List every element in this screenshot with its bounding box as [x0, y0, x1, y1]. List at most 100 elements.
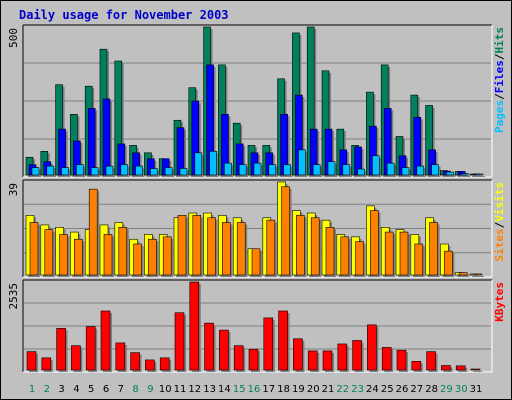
day-label-2: 2	[44, 384, 50, 395]
day-label-19: 19	[292, 384, 305, 395]
bar-pages-day-29-shadow	[448, 174, 456, 177]
bar-kbytes-day-12	[189, 281, 200, 371]
legend-files: Files	[493, 60, 506, 93]
bar-sites-day-15	[236, 222, 246, 276]
bar-kbytes-day-13	[204, 322, 214, 371]
bar-pages-day-3	[61, 167, 69, 176]
day-label-24: 24	[366, 384, 379, 395]
bar-sites-day-19	[296, 215, 305, 276]
bar-sites-day-22	[340, 236, 350, 276]
bar-kbytes-day-4	[71, 345, 81, 371]
bar-sites-day-20	[310, 217, 320, 276]
bar-kbytes-day-19	[293, 338, 303, 371]
bar-sites-day-4	[74, 238, 83, 276]
legend-kbytes: KBytes	[493, 282, 506, 322]
bar-pages-day-26	[401, 167, 410, 176]
bar-sites-day-9	[148, 238, 157, 276]
day-label-3: 3	[58, 384, 64, 395]
bar-pages-day-18	[283, 164, 291, 176]
bar-pages-day-6	[105, 165, 114, 176]
bar-files-day-6	[102, 98, 111, 176]
bar-pages-day-16	[253, 162, 262, 176]
bar-sites-day-13	[207, 217, 216, 276]
bar-pages-day-21	[327, 161, 336, 176]
bar-pages-day-29	[446, 171, 454, 176]
bar-kbytes-day-6	[100, 310, 111, 371]
bar-kbytes-day-25	[381, 347, 392, 371]
bar-kbytes-day-23	[352, 340, 362, 371]
legend-separator: /	[493, 53, 506, 60]
day-label-11: 11	[174, 384, 187, 395]
day-label-21: 21	[322, 384, 335, 395]
chart-title: Daily usage for November 2003	[19, 8, 229, 22]
bar-pages-day-15	[238, 164, 247, 176]
bar-kbytes-day-21	[322, 350, 333, 371]
bar-sites-day-24	[370, 210, 379, 276]
bar-pages-day-17	[268, 164, 277, 176]
bar-sites-day-12	[192, 215, 202, 276]
day-label-9: 9	[147, 384, 153, 395]
bar-sites-day-2	[44, 229, 54, 276]
bar-pages-day-11	[179, 168, 188, 176]
day-label-22: 22	[336, 384, 349, 395]
bar-kbytes-day-17	[263, 317, 274, 371]
bar-pages-day-27	[416, 165, 425, 176]
bar-files-day-11	[176, 127, 185, 176]
bar-pages-day-13	[209, 151, 217, 176]
bar-kbytes-day-10	[159, 357, 170, 371]
bar-pages-day-2	[46, 165, 55, 176]
day-label-7: 7	[118, 384, 124, 395]
legend-hits: Hits	[493, 27, 506, 54]
bar-sites-day-21	[325, 227, 335, 276]
bar-pages-day-8	[135, 165, 143, 176]
day-label-14: 14	[218, 384, 231, 395]
bar-sites-day-30-shadow	[461, 274, 470, 277]
bar-kbytes-day-3	[56, 328, 66, 371]
bar-pages-day-30-shadow	[463, 175, 471, 177]
bar-pages-day-31-shadow	[478, 176, 485, 177]
y-max-label-bottom: 2535	[7, 283, 20, 310]
bar-pages-day-24	[372, 155, 380, 176]
day-label-5: 5	[88, 384, 94, 395]
bar-pages-day-19	[298, 149, 306, 176]
bar-pages-day-31	[475, 173, 484, 176]
bar-sites-day-5	[88, 188, 98, 276]
bar-pages-day-1	[31, 167, 40, 176]
bar-kbytes-day-20	[307, 350, 318, 371]
legend-bottom: KBytes	[493, 282, 506, 322]
bar-kbytes-day-2	[41, 357, 52, 371]
bar-sites-day-1	[29, 222, 39, 276]
bar-sites-day-11	[177, 215, 187, 276]
bar-pages-day-5	[90, 167, 99, 176]
day-label-26: 26	[396, 384, 409, 395]
bar-kbytes-day-14	[219, 329, 229, 371]
bar-pages-day-20	[312, 164, 321, 176]
bar-kbytes-day-15	[233, 345, 244, 371]
bar-kbytes-day-31	[470, 368, 481, 371]
bar-pages-day-9	[150, 168, 158, 176]
bar-kbytes-day-24	[367, 324, 377, 371]
day-label-29: 29	[440, 384, 453, 395]
legend-separator: /	[493, 221, 506, 228]
bar-pages-day-23	[357, 168, 365, 176]
bar-kbytes-day-9	[145, 359, 155, 371]
bar-kbytes-day-29	[441, 365, 451, 371]
bar-pages-day-4	[76, 164, 84, 176]
legend-middle: Sites/Visits	[493, 182, 506, 262]
bar-files-day-5	[87, 108, 96, 176]
day-label-16: 16	[248, 384, 261, 395]
day-label-23: 23	[351, 384, 364, 395]
bar-sites-day-31	[473, 273, 483, 276]
y-max-label-middle: 39	[7, 183, 20, 196]
day-label-27: 27	[410, 384, 423, 395]
bar-kbytes-day-28	[426, 351, 436, 371]
bar-pages-day-10	[164, 167, 173, 176]
day-label-17: 17	[262, 384, 275, 395]
day-label-1: 1	[29, 384, 35, 395]
bar-sites-day-18	[281, 186, 290, 276]
bar-sites-day-3	[59, 234, 68, 276]
bar-sites-day-26	[399, 231, 409, 276]
bar-kbytes-day-16	[248, 348, 259, 371]
day-label-6: 6	[103, 384, 109, 395]
